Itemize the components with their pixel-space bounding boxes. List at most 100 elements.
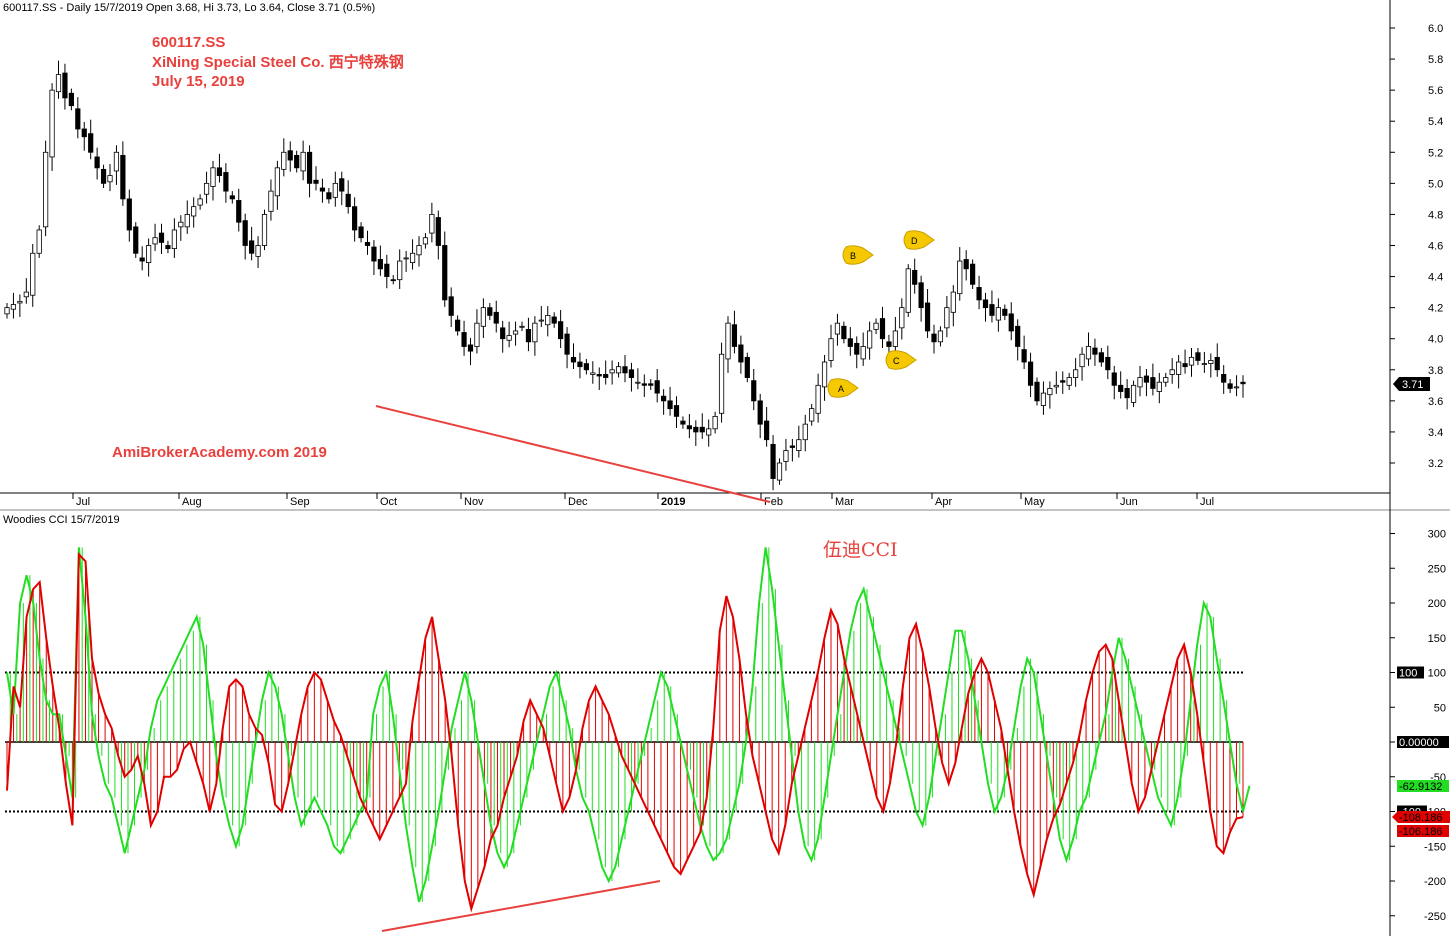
price-xtick-label: Oct — [380, 496, 397, 508]
price-xtick-label: Dec — [568, 496, 588, 508]
candle-body — [165, 245, 171, 250]
cci-ref-tag-100: 100 — [1397, 666, 1424, 680]
candle-body — [1169, 369, 1175, 375]
candle-body — [300, 151, 306, 172]
candle-body — [596, 374, 602, 377]
candle-body — [1143, 375, 1150, 383]
candle-body — [306, 151, 313, 184]
cci-value-tag-green-bg — [1397, 780, 1449, 792]
candle-body — [294, 154, 300, 169]
price-ytick-label: 4.8 — [1428, 209, 1443, 221]
price-ytick-label: 4.6 — [1428, 241, 1443, 253]
candle-body — [1182, 363, 1188, 368]
candle-body — [1124, 388, 1130, 399]
candle-body — [1085, 346, 1092, 360]
candle-body — [429, 214, 435, 234]
cci-ytick-label: 250 — [1428, 563, 1446, 575]
ticker-annotation: 600117.SS — [152, 34, 225, 51]
candle-body — [81, 128, 87, 138]
candle-body — [577, 361, 583, 368]
candle-body — [364, 241, 371, 246]
candle-body — [686, 425, 692, 430]
candle-body — [1221, 374, 1227, 383]
candle-body — [223, 172, 229, 192]
candle-body — [809, 408, 815, 422]
price-xaxis: Jul Aug Sep Oct Nov Dec 2019 Feb Mar Apr May Jun Jul — [72, 493, 1214, 508]
candle-body — [384, 263, 390, 277]
candle-body — [1137, 377, 1143, 388]
wave-label-c: C — [885, 350, 917, 370]
candle-body — [178, 221, 184, 228]
price-xtick-label: Feb — [764, 496, 783, 508]
candle-body — [120, 154, 126, 200]
price-ytick-label: 5.8 — [1428, 54, 1443, 66]
candle-body — [995, 307, 1001, 321]
candle-body — [281, 151, 287, 170]
price-chart-title: 600117.SS - Daily 15/7/2019 Open 3.68, H… — [3, 2, 375, 14]
candle-body — [422, 237, 429, 245]
candle-body — [1156, 381, 1162, 392]
wave-label-a: A — [827, 378, 859, 398]
candle-body — [879, 318, 886, 340]
candle-body — [1111, 372, 1117, 386]
price-ytick-label: 4.0 — [1428, 334, 1443, 346]
last-close-tag-text: 3.71 — [1402, 379, 1423, 391]
candle-body — [448, 296, 454, 316]
price-xtick-label: Jul — [1200, 496, 1214, 508]
candle-body — [409, 252, 416, 263]
candle-body — [210, 167, 216, 187]
candle-body — [860, 346, 866, 360]
candle-body — [216, 167, 223, 176]
price-ytick-label: 3.8 — [1428, 365, 1443, 377]
cci-ytick-label: -200 — [1424, 876, 1446, 888]
candle-body — [184, 214, 190, 228]
cci-ref-tag-100-text: 100 — [1399, 668, 1417, 680]
cci-ytick-label: -250 — [1424, 911, 1446, 923]
candle-body — [287, 150, 293, 161]
candle-body — [931, 333, 937, 343]
cci-yaxis-ticks: -250-200-150-100-50050100150200250300 — [5, 529, 1446, 923]
candle-body — [261, 214, 268, 246]
candle-body — [390, 279, 396, 282]
candle-body — [75, 108, 81, 130]
candle-body — [957, 260, 963, 295]
candle-body — [339, 178, 345, 192]
candle-body — [918, 282, 924, 309]
candle-body — [886, 341, 892, 347]
price-ytick-label: 5.4 — [1428, 116, 1443, 128]
candle-body — [867, 330, 873, 349]
candle-body — [989, 304, 995, 316]
candle-body — [1176, 361, 1182, 375]
candle-body — [1163, 377, 1169, 383]
price-ytick-label: 5.6 — [1428, 85, 1443, 97]
cci-value-tag-green-text: -62.9132 — [1399, 781, 1442, 793]
candle-body — [899, 307, 905, 329]
candle-body — [345, 193, 351, 208]
candle-body — [126, 198, 132, 231]
candle-body — [416, 245, 422, 256]
date-annotation: July 15, 2019 — [152, 73, 245, 90]
cci-red-line — [6, 551, 1244, 913]
cci-value-tag-red-1-bg — [1392, 811, 1450, 823]
candle-body — [731, 324, 738, 347]
price-ytick-label: 6.0 — [1428, 23, 1443, 35]
price-xtick-label: Nov — [464, 496, 484, 508]
cci-divergence-line — [381, 880, 661, 932]
price-xtick-label: 2019 — [661, 496, 685, 508]
candle-body — [873, 322, 879, 330]
candle-body — [982, 299, 989, 309]
candle-body — [203, 182, 210, 195]
candle-body — [88, 133, 94, 153]
candle-body — [1060, 380, 1066, 383]
candle-body — [191, 206, 197, 217]
candle-body — [564, 333, 570, 355]
candle-body — [1034, 381, 1040, 402]
candle-body — [699, 426, 705, 433]
cci-green-line — [6, 547, 1251, 903]
candle-body — [847, 338, 853, 347]
cci-value-tag-red-2: -106.186 — [1397, 825, 1449, 838]
candle-body — [152, 237, 158, 245]
candle-body — [538, 319, 544, 322]
